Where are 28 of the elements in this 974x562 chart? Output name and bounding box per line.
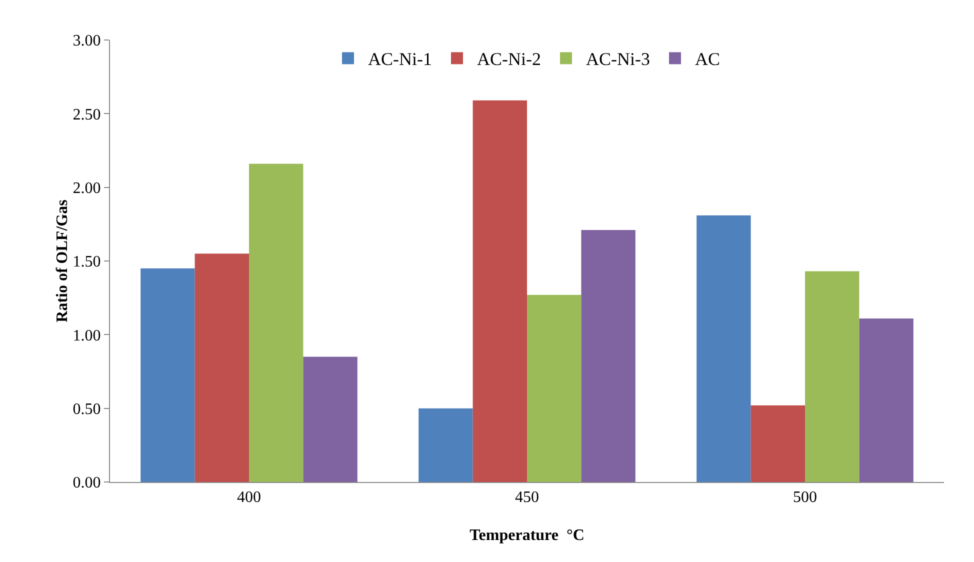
bar <box>418 408 473 482</box>
bar <box>249 164 304 482</box>
x-tick-label: 450 <box>515 489 539 506</box>
legend-label: AC-Ni-2 <box>477 49 541 70</box>
bar <box>527 294 582 482</box>
y-tick-label: 2.50 <box>72 106 101 124</box>
bar <box>581 230 636 482</box>
legend-label: AC <box>695 49 720 70</box>
bar <box>859 318 914 482</box>
y-tick-label: 1.00 <box>72 327 101 344</box>
y-tick-label: 0.00 <box>72 474 101 492</box>
x-tick-label: 400 <box>237 489 261 506</box>
bar <box>140 268 195 482</box>
legend-label: AC-Ni-3 <box>586 49 650 70</box>
y-tick-label: 2.00 <box>72 180 101 197</box>
bar <box>472 100 527 482</box>
bar <box>303 356 358 482</box>
bar <box>805 271 860 482</box>
x-tick-label: 500 <box>793 489 817 506</box>
y-axis-title: Ratio of OLF/Gas <box>54 200 71 322</box>
bar <box>750 405 805 482</box>
y-tick-label: 3.00 <box>72 32 101 50</box>
bar <box>194 254 249 482</box>
x-axis-title: Temperature °C <box>470 527 584 544</box>
legend-label: AC-Ni-1 <box>368 49 432 70</box>
y-tick-label: 0.50 <box>72 400 101 418</box>
bar <box>696 215 751 482</box>
y-tick-label: 1.50 <box>72 254 101 271</box>
